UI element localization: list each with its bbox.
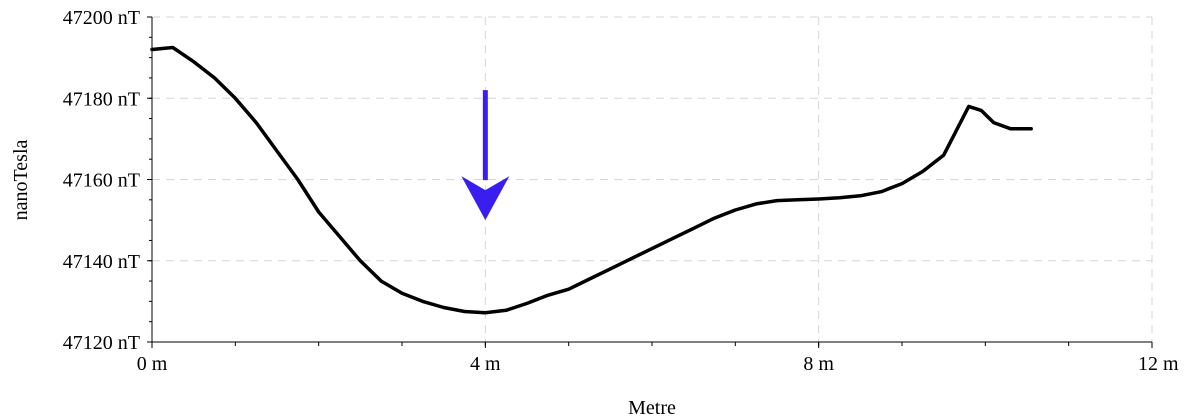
- x-axis-title: Metre: [628, 397, 676, 419]
- x-tick-label: 4 m: [470, 353, 501, 375]
- x-tick-label: 0 m: [137, 353, 168, 375]
- grid-lines: [152, 16, 1153, 342]
- y-tick-label: 47200 nT: [63, 7, 140, 29]
- y-axis-title: nanoTesla: [10, 139, 32, 220]
- series-layer: [150, 45, 1033, 315]
- axes: [151, 17, 1152, 343]
- x-tick-label: 8 m: [803, 353, 834, 375]
- annotations: [461, 90, 510, 221]
- x-tick-label: 12 m: [1138, 353, 1179, 375]
- minor-ticks: [147, 16, 1153, 348]
- tick-labels: 47120 nT 47140 nT 47160 nT 47180 nT 47200 nT…: [63, 7, 1179, 375]
- series-line: [150, 45, 1033, 315]
- y-tick-label: 47140 nT: [63, 251, 140, 273]
- y-tick-label: 47180 nT: [63, 88, 140, 110]
- arrow-head: [461, 176, 510, 221]
- y-tick-label: 47160 nT: [63, 170, 140, 192]
- y-tick-label: 47120 nT: [63, 332, 140, 354]
